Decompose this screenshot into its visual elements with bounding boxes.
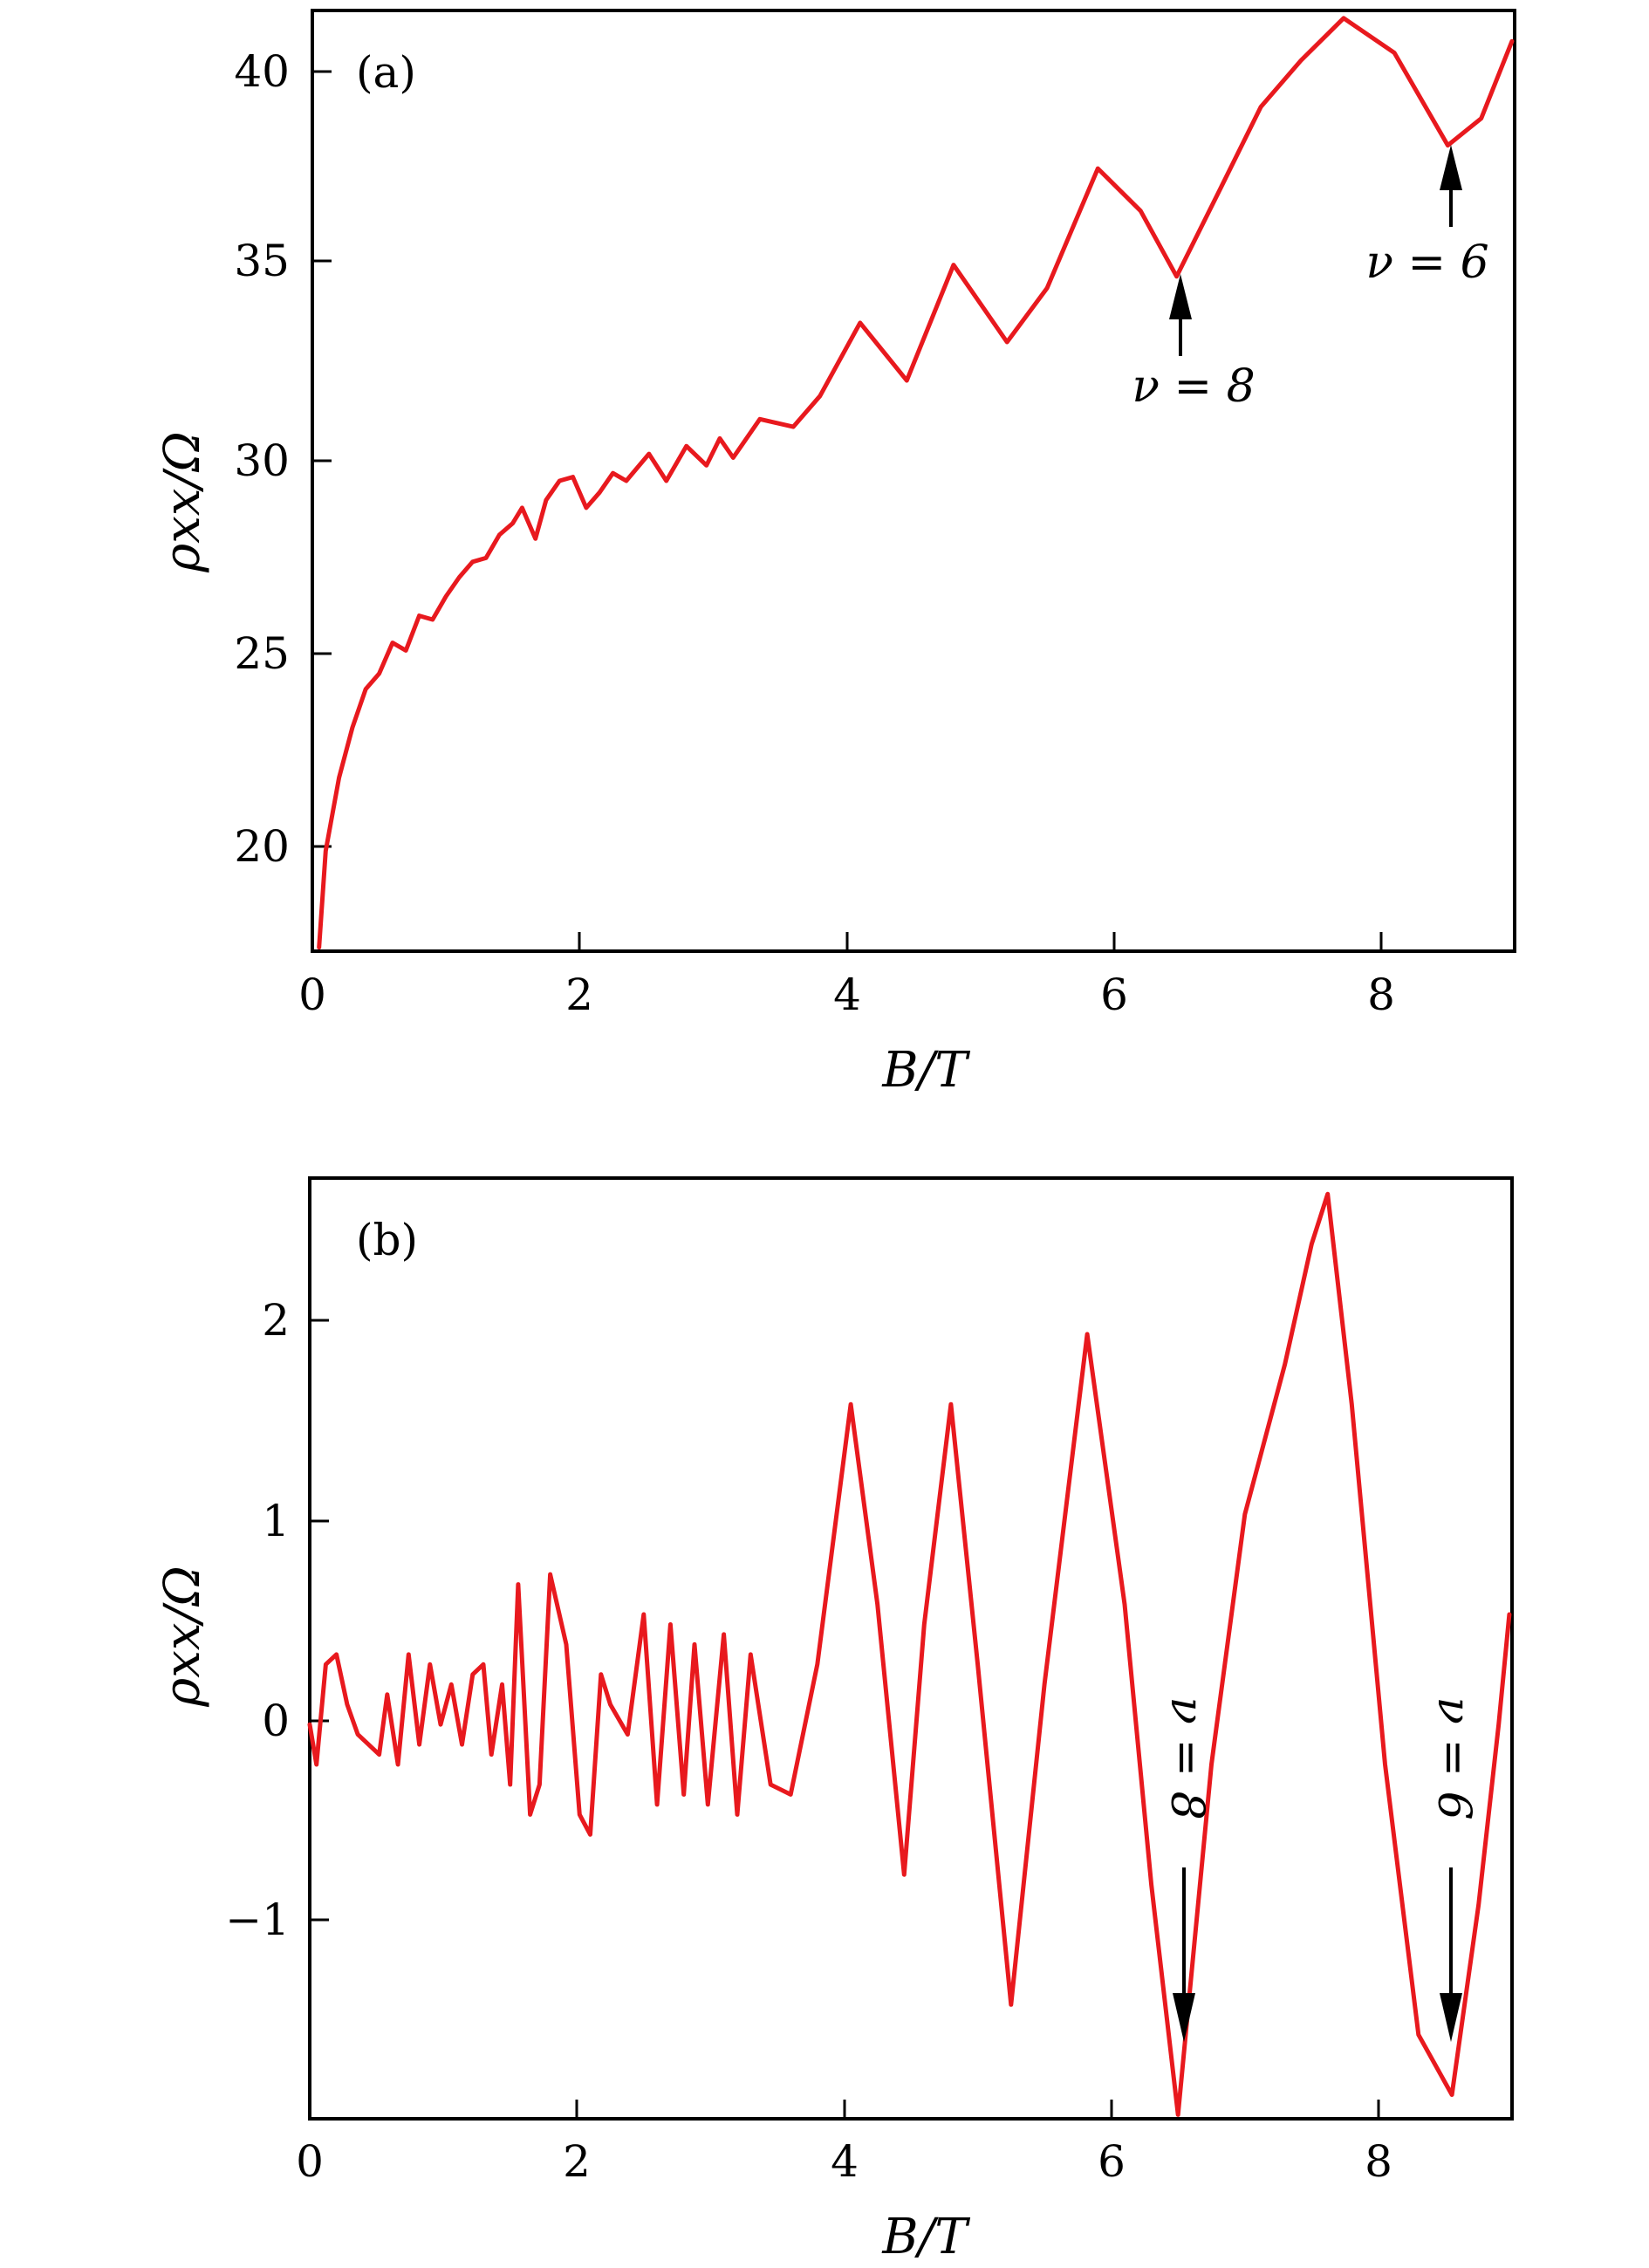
- panel-b-label: (b): [356, 1215, 418, 1265]
- panel-a-annotation-nu6: ν = 6: [1365, 145, 1489, 289]
- panel-b-annotation-nu6-label: ν = 6: [1427, 1696, 1480, 1819]
- panel-b-y-tick-label: −1: [225, 1895, 290, 1945]
- panel-b-x-ticks: [308, 2100, 1380, 2119]
- panel-a-y-tick-label: 35: [234, 236, 290, 286]
- panel-a-x-tick-label: 2: [565, 970, 593, 1020]
- panel-a-x-axis-label: B/T: [881, 1042, 970, 1099]
- panel-b-y-tick-label: 1: [262, 1496, 290, 1546]
- panel-a-plot-frame: [311, 9, 1516, 953]
- panel-a-x-tick-label: 4: [833, 970, 861, 1020]
- arrow-head: [1440, 1993, 1462, 2042]
- panel-b-x-tick-label: 6: [1098, 2136, 1126, 2187]
- panel-b-annotation-nu6: ν = 6: [1427, 1696, 1480, 2042]
- panel-a-label: (a): [356, 47, 416, 98]
- panel-b-plot-frame: [308, 1176, 1514, 2121]
- arrow-head: [1169, 274, 1192, 319]
- panel-a-annotation-nu8-label: ν = 8: [1132, 360, 1255, 413]
- panel-a-y-tick-label: 30: [234, 435, 290, 486]
- panel-b-x-axis-label: B/T: [881, 2209, 970, 2265]
- panel-a-annotation-nu8: ν = 8: [1132, 274, 1256, 413]
- panel-b-data-line: [307, 1191, 1512, 2117]
- panel-a-x-tick-labels: 0 2 4 6 8: [298, 970, 1395, 1020]
- panel-a-x-tick-label: 6: [1100, 970, 1128, 1020]
- panel-a-chart: 0 2 4 6 8 20 25 30 35 40 B/T ρxx/Ω (a): [154, 9, 1516, 1099]
- panel-b-y-tick-label: 0: [262, 1696, 290, 1746]
- panel-b-chart: 0 2 4 6 8 −1 0 1 2 B/T ρxx/Ω (b): [154, 1176, 1514, 2265]
- panel-a-annotations: ν = 8 ν = 6: [1132, 145, 1489, 413]
- panel-a-x-tick-label: 0: [298, 970, 326, 1020]
- panel-a-y-tick-label: 20: [234, 821, 290, 872]
- arrow-head: [1440, 145, 1462, 190]
- panel-b-x-tick-label: 2: [563, 2136, 591, 2187]
- panel-a-y-axis-label: ρxx/Ω: [154, 431, 211, 572]
- panel-b-annotation-nu8-label: ν = 8: [1160, 1696, 1213, 1819]
- panel-b-x-tick-labels: 0 2 4 6 8: [296, 2136, 1392, 2187]
- panel-a-y-tick-label: 25: [234, 628, 290, 679]
- panel-a-y-tick-labels: 20 25 30 35 40: [234, 46, 290, 872]
- panel-b-y-ticks: [310, 1319, 329, 1922]
- panel-a-data-line: [317, 16, 1515, 950]
- panel-b-y-tick-labels: −1 0 1 2: [225, 1295, 290, 1945]
- panel-a-annotation-nu6-label: ν = 6: [1365, 236, 1488, 289]
- panel-b-y-tick-label: 2: [262, 1295, 290, 1346]
- panel-b-annotation-nu8: ν = 8: [1160, 1696, 1213, 2042]
- arrow-head: [1173, 1993, 1195, 2042]
- panel-b-y-axis-label: ρxx/Ω: [154, 1566, 211, 1707]
- panel-b-x-tick-label: 8: [1365, 2136, 1392, 2187]
- panel-a-y-tick-label: 40: [234, 46, 290, 97]
- panel-b-x-tick-label: 4: [831, 2136, 859, 2187]
- panel-b-x-tick-label: 0: [296, 2136, 324, 2187]
- panel-b-annotations: ν = 8 ν = 6: [1160, 1696, 1480, 2042]
- panel-a-x-tick-label: 8: [1367, 970, 1395, 1020]
- panel-a-y-ticks: [312, 70, 332, 848]
- panel-a-x-ticks: [311, 932, 1383, 951]
